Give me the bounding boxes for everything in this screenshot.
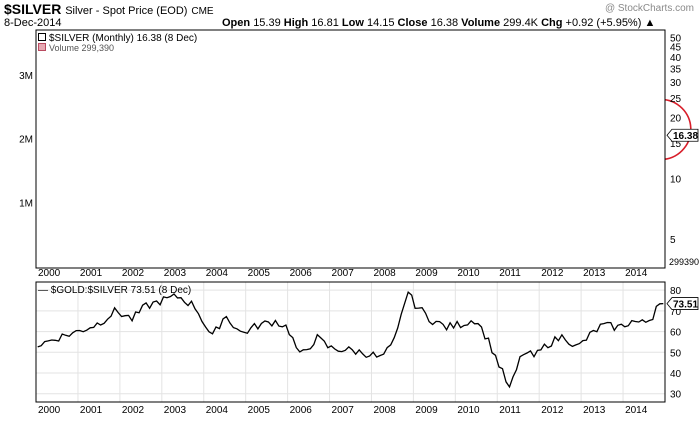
price-y-tick-label: 35 bbox=[670, 65, 682, 76]
ratio-x-tick-label: 2001 bbox=[80, 405, 103, 416]
price-x-tick-label: 2013 bbox=[583, 268, 606, 279]
price-x-tick-label: 2009 bbox=[415, 268, 438, 279]
price-x-tick-label: 2010 bbox=[457, 268, 480, 279]
ratio-x-tick-label: 2010 bbox=[457, 405, 480, 416]
last-ratio-tag-text: 73.51 bbox=[673, 300, 698, 311]
price-x-tick-label: 2008 bbox=[373, 268, 396, 279]
price-y-tick-label: 5 bbox=[670, 235, 676, 246]
last-volume-label: 299390 bbox=[669, 257, 699, 267]
symbol-title: $SILVER Silver - Spot Price (EOD) CME bbox=[4, 1, 214, 17]
exchange: CME bbox=[191, 6, 214, 17]
low-label: Low bbox=[341, 17, 364, 29]
price-panel-frame bbox=[35, 29, 666, 269]
price-y-tick-label: 15 bbox=[670, 139, 682, 150]
price-x-tick-label: 2006 bbox=[290, 268, 313, 279]
panel-frames bbox=[35, 29, 666, 403]
quote-summary: Open 15.39 High 16.81 Low 14.15 Close 16… bbox=[222, 17, 655, 29]
price-y-tick-label: 20 bbox=[670, 114, 682, 125]
ratio-y-tick-label: 40 bbox=[670, 369, 682, 380]
ratio-x-tick-label: 2014 bbox=[625, 405, 648, 416]
price-y-tick-label: 40 bbox=[670, 53, 682, 64]
ratio-y-tick-label: 50 bbox=[670, 348, 682, 359]
volume-tick-label: 1M bbox=[19, 198, 33, 209]
quote-date: 8-Dec-2014 bbox=[4, 17, 62, 29]
price-x-tick-label: 2001 bbox=[80, 268, 103, 279]
ratio-panel-frame bbox=[35, 281, 666, 403]
ratio-x-tick-label: 2005 bbox=[248, 405, 271, 416]
price-x-tick-label: 2002 bbox=[122, 268, 145, 279]
ratio-x-tick-label: 2002 bbox=[122, 405, 145, 416]
volume-legend-icon bbox=[38, 43, 46, 51]
open-label: Open bbox=[222, 17, 251, 29]
price-x-tick-label: 2004 bbox=[206, 268, 229, 279]
volume-legend: Volume 299,390 bbox=[38, 43, 114, 53]
price-x-tick-label: 2000 bbox=[38, 268, 61, 279]
ratio-y-tick-label: 70 bbox=[670, 307, 682, 318]
gold-silver-ratio-line bbox=[37, 290, 664, 389]
chg-label: Chg bbox=[541, 17, 563, 29]
ratio-y-tick-label: 80 bbox=[670, 286, 682, 297]
up-arrow-icon: ▲ bbox=[644, 17, 656, 29]
price-x-tick-label: 2005 bbox=[248, 268, 271, 279]
axis-labels: 2000 2000 2001 2001 2002 2002 2003 2003 2004 2004… bbox=[19, 33, 699, 416]
ratio-x-tick-label: 2008 bbox=[373, 405, 396, 416]
volume-label: Volume bbox=[461, 17, 501, 29]
high-value: 16.81 bbox=[311, 17, 339, 29]
volume-tick-label: 3M bbox=[19, 71, 33, 82]
last-price-tag: 16.38 bbox=[666, 128, 699, 142]
ratio-x-tick-label: 2012 bbox=[541, 405, 564, 416]
price-legend-text: $SILVER (Monthly) 16.38 (8 Dec) bbox=[49, 33, 198, 44]
volume-tick-label: 2M bbox=[19, 135, 33, 146]
price-legend: $SILVER (Monthly) 16.38 (8 Dec) bbox=[38, 33, 197, 44]
ratio-x-tick-label: 2013 bbox=[583, 405, 606, 416]
ratio-x-tick-label: 2009 bbox=[415, 405, 438, 416]
last-ratio-tag-box bbox=[666, 297, 699, 310]
chart-header: $SILVER Silver - Spot Price (EOD) CME 8-… bbox=[0, 0, 700, 34]
last-price-tag-text: 16.38 bbox=[673, 131, 698, 142]
chg-value: +0.92 (+5.95%) bbox=[565, 17, 642, 29]
price-x-tick-label: 2012 bbox=[541, 268, 564, 279]
last-price-tag-box bbox=[666, 128, 699, 142]
symbol-description: Silver - Spot Price (EOD) bbox=[65, 5, 188, 17]
price-y-tick-label: 30 bbox=[670, 78, 682, 89]
ratio-y-tick-label: 30 bbox=[670, 390, 682, 401]
volume-value: 299.4K bbox=[503, 17, 539, 29]
ratio-legend-text: $GOLD:$SILVER 73.51 (8 Dec) bbox=[50, 285, 192, 296]
price-x-tick-label: 2007 bbox=[332, 268, 355, 279]
price-x-tick-label: 2003 bbox=[164, 268, 187, 279]
price-y-tick-label: 50 bbox=[670, 33, 682, 44]
ratio-x-tick-label: 2003 bbox=[164, 405, 187, 416]
price-x-tick-label: 2014 bbox=[625, 268, 648, 279]
symbol: $SILVER bbox=[4, 1, 62, 17]
low-value: 14.15 bbox=[366, 17, 395, 29]
close-value: 16.38 bbox=[430, 17, 459, 29]
high-label: High bbox=[283, 17, 309, 29]
price-y-tick-label: 25 bbox=[670, 94, 682, 105]
volume-legend-text: Volume 299,390 bbox=[49, 43, 115, 53]
ratio-x-tick-label: 2000 bbox=[38, 405, 61, 416]
ratio-legend-dash: — bbox=[38, 285, 48, 296]
ratio-x-tick-label: 2004 bbox=[206, 405, 229, 416]
ratio-x-tick-label: 2011 bbox=[499, 405, 521, 416]
close-label: Close bbox=[397, 17, 428, 29]
ratio-x-tick-label: 2006 bbox=[290, 405, 313, 416]
candle-legend-icon bbox=[38, 33, 46, 41]
ratio-x-tick-label: 2007 bbox=[332, 405, 355, 416]
ratio-line bbox=[37, 290, 664, 389]
open-value: 15.39 bbox=[253, 17, 281, 29]
stockcharts-watermark: @ StockCharts.com bbox=[604, 3, 694, 14]
ratio-legend: — $GOLD:$SILVER 73.51 (8 Dec) bbox=[38, 285, 191, 296]
price-y-tick-label: 10 bbox=[670, 174, 682, 185]
price-y-tick-label: 45 bbox=[670, 43, 682, 54]
last-ratio-tag: 73.51 bbox=[666, 297, 699, 311]
price-x-tick-label: 2011 bbox=[499, 268, 521, 279]
ratio-y-tick-label: 60 bbox=[670, 328, 682, 339]
